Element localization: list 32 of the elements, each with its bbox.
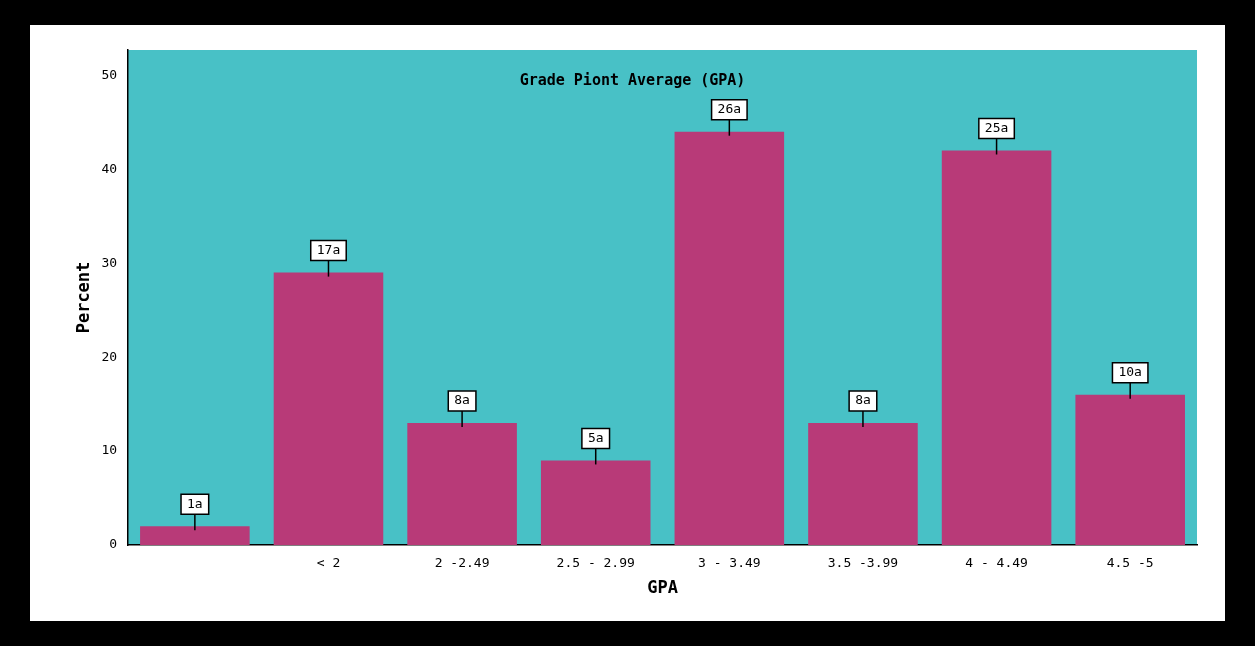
bar: [808, 422, 918, 545]
annotation: 25a: [984, 119, 1009, 135]
x-tick-label: 4 - 4.49: [965, 555, 1028, 571]
annotation: 26a: [717, 101, 742, 117]
y-tick-label: 40: [101, 160, 118, 176]
annotation: 1a: [187, 495, 203, 511]
annotation: 5a: [587, 429, 604, 445]
bar: [941, 150, 1052, 545]
y-tick-label: 30: [101, 254, 118, 270]
x-tick-label: 3.5 -3.99: [827, 555, 899, 571]
x-tick-label: 3 - 3.49: [698, 555, 761, 571]
annotation: 10a: [1118, 364, 1142, 380]
x-tick-label: 2 -2.49: [434, 555, 490, 571]
y-tick-label: 50: [101, 66, 118, 82]
y-tick-label: 10: [101, 442, 118, 458]
bar: [273, 272, 384, 545]
bar: [407, 422, 517, 545]
text: Grade Piont Average (GPA): [519, 70, 746, 89]
y-tick-label: 20: [101, 348, 118, 364]
x-tick-label: 4.5 -5: [1106, 555, 1154, 571]
bar: [540, 460, 651, 545]
annotation: 8a: [855, 392, 871, 408]
bar: [674, 131, 785, 545]
annotation: 17a: [316, 241, 341, 257]
x-axis-title: GPA: [647, 577, 678, 598]
y-axis-title: Percent: [72, 261, 93, 334]
x-tick-label: < 2: [316, 555, 341, 571]
bar: [140, 526, 250, 545]
y-tick-label: 0: [109, 536, 118, 552]
x-tick-label: 2.5 - 2.99: [556, 555, 635, 571]
annotation: 8a: [454, 392, 470, 408]
bar: [1075, 394, 1185, 545]
